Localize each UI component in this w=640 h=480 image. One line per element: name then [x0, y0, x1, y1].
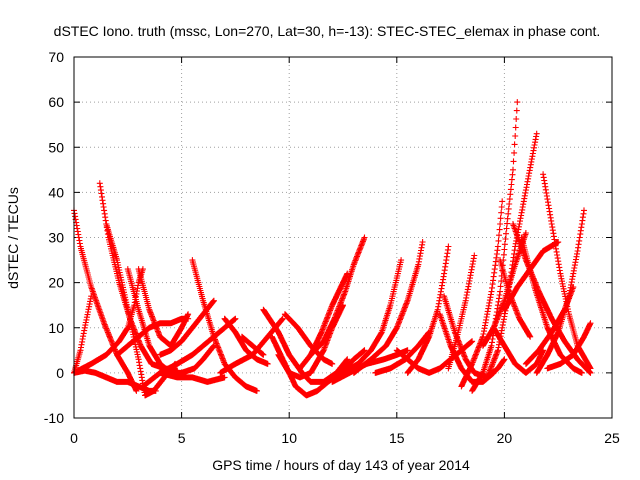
series-markers: [157, 369, 228, 385]
x-tick-label: 5: [178, 430, 186, 446]
y-axis-label: dSTEC / TECUs: [5, 187, 21, 289]
series-arc: [458, 198, 506, 390]
axis-ticks: 0 5 10 15 20 25 -10 0 10 20 30 40 50 60 70: [44, 49, 620, 446]
y-tick-label: 20: [48, 275, 64, 291]
plot-frame: [73, 56, 613, 419]
series-arc: [445, 252, 478, 372]
series-markers: [340, 257, 405, 376]
series-markers: [544, 320, 594, 372]
y-tick-label: 10: [48, 320, 64, 336]
series-arc: [540, 171, 594, 372]
chart-title: dSTEC Iono. truth (mssc, Lon=270, Lat=30…: [54, 23, 601, 39]
series-arc: [404, 243, 452, 376]
series-markers: [372, 329, 433, 376]
series-arc: [350, 239, 426, 376]
series-markers: [135, 266, 192, 349]
x-tick-label: 0: [70, 430, 78, 446]
series-markers: [238, 333, 267, 358]
y-tick-label: 60: [48, 94, 64, 110]
y-tick-label: 0: [56, 365, 64, 381]
series-arc: [544, 320, 594, 372]
y-tick-label: 50: [48, 139, 64, 155]
series-arc: [307, 234, 368, 358]
series-arc: [157, 369, 228, 385]
series-markers: [458, 198, 506, 390]
series-arc: [372, 329, 433, 376]
series-arc: [533, 207, 587, 376]
y-tick-label: 40: [48, 184, 64, 200]
series-arc: [340, 257, 405, 376]
series-markers: [497, 257, 534, 340]
series-arc: [497, 257, 534, 340]
series-markers: [404, 243, 452, 376]
x-tick-label: 10: [281, 430, 297, 446]
series-markers: [350, 239, 426, 376]
y-tick-label: 30: [48, 230, 64, 246]
x-tick-label: 20: [497, 430, 513, 446]
series-markers: [533, 207, 587, 376]
series-arc: [135, 266, 192, 349]
y-tick-label: -10: [44, 410, 64, 426]
series-markers: [307, 234, 368, 358]
series-markers: [445, 252, 478, 372]
x-tick-label: 25: [604, 430, 620, 446]
data-series: [71, 99, 594, 399]
series-markers: [540, 171, 594, 372]
y-tick-label: 70: [48, 49, 64, 65]
series-arc: [238, 333, 267, 358]
x-tick-label: 15: [389, 430, 405, 446]
x-axis-label: GPS time / hours of day 143 of year 2014: [212, 457, 470, 473]
